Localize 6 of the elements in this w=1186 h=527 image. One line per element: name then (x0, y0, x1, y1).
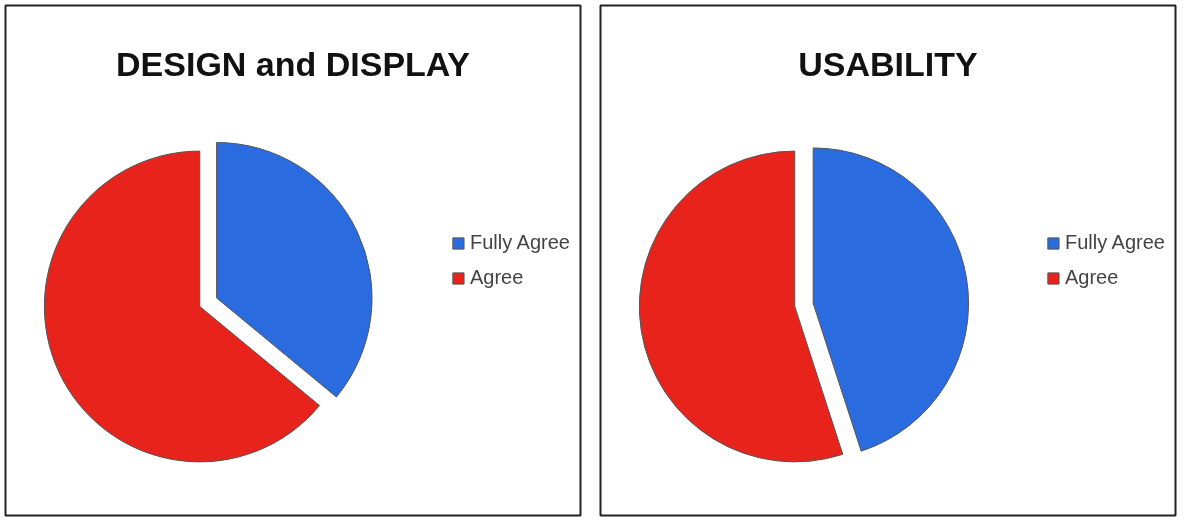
legend-label: Agree (469, 266, 524, 289)
legend-label: Agree (1064, 266, 1119, 289)
chart-title: USABILITY (798, 45, 979, 84)
legend-label: Fully Agree (469, 231, 570, 254)
chart-title: DESIGN and DISPLAY (116, 45, 471, 84)
legend-label: Fully Agree (1064, 231, 1165, 254)
